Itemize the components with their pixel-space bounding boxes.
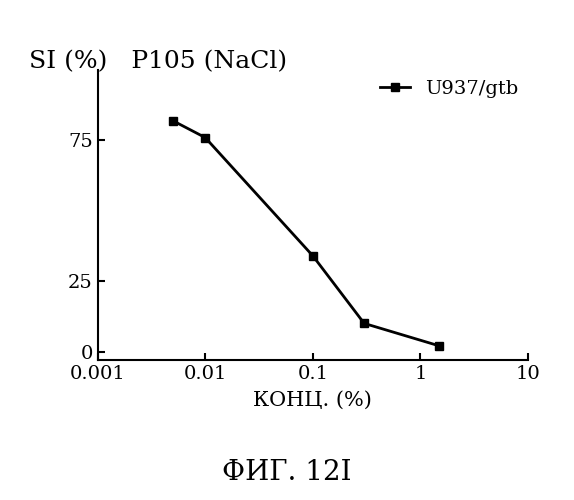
U937/gtb: [436, 343, 443, 349]
U937/gtb: [360, 320, 367, 326]
U937/gtb: [309, 253, 316, 259]
Line: U937/gtb: U937/gtb: [169, 116, 444, 350]
Legend: U937/gtb: U937/gtb: [381, 80, 518, 98]
Text: ФИГ. 12I: ФИГ. 12I: [222, 459, 352, 486]
X-axis label: КОНЦ. (%): КОНЦ. (%): [253, 391, 373, 410]
Text: SI (%)   P105 (NaCl): SI (%) P105 (NaCl): [29, 50, 287, 73]
U937/gtb: [169, 118, 176, 124]
U937/gtb: [202, 134, 209, 140]
